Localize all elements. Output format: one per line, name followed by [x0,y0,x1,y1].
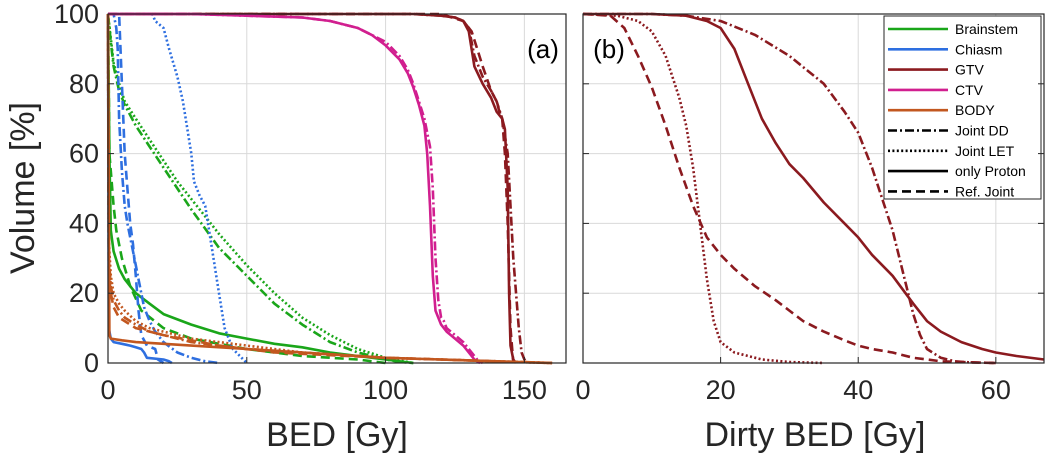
x-tick-label: 0 [575,375,590,405]
panel-b-frame [582,13,1045,364]
panel-a-y-ticks: 0 20 40 60 80 100 [54,0,114,378]
legend-entry: only Proton [888,163,1026,179]
series-line-chiasm-dashdot [108,12,220,365]
series-line-gtv-dotted [582,12,824,365]
series-line-brainstem-dashdot [106,13,414,365]
panel-a-label: (a) [527,34,559,64]
series-line-gtv-dashed [108,12,515,364]
x-tick-label: 150 [502,375,547,405]
legend: Brainstem Chiasm GTV CTV BODY Joint DD Joint L… [883,15,1042,200]
legend-label: only Proton [955,163,1026,179]
legend-entry: Brainstem [888,21,1018,37]
legend-entry: GTV [888,62,984,78]
legend-label: Joint DD [955,123,1009,139]
series-line-gtv-dashed [582,12,996,365]
series-line-body-dashed [106,13,553,365]
series-line-gtv-solid [583,12,1045,361]
series-line-brainstem-dashed [106,13,386,365]
panel-a: 0 50 100 150 0 20 40 60 80 100 (a) BED [Gy] Volu… [4,0,567,454]
legend-entry: Joint LET [888,143,1015,159]
panel-b-label: (b) [593,34,625,64]
legend-entry: CTV [888,82,984,98]
panel-a-series [106,12,553,365]
series-line-brainstem-solid [106,13,414,365]
x-tick-label: 20 [706,375,736,405]
series-line-chiasm-dotted [108,12,248,364]
legend-entries: Brainstem Chiasm GTV CTV BODY Joint DD Joint L… [888,21,1026,199]
legend-box [883,15,1042,200]
panel-b-series [582,12,1045,365]
y-tick-label: 60 [69,139,99,169]
legend-label: GTV [955,62,984,78]
x-tick-label: 60 [981,375,1011,405]
panel-b-x-ticks: 0 20 40 60 [575,357,1011,405]
x-tick-label: 100 [363,375,408,405]
panel-b: 0 20 40 60 (b) Dirty BED [Gy] Brainstem Chia… [575,12,1045,454]
legend-entry: Ref. Joint [888,183,1014,199]
x-tick-label: 40 [843,375,873,405]
series-line-chiasm-dashed [108,12,165,365]
series-line-ctv-solid [108,12,481,365]
legend-label: BODY [955,102,995,118]
series-line-gtv-dashdot [583,12,996,365]
y-tick-label: 40 [69,208,99,238]
panel-a-x-axis-title: BED [Gy] [266,416,408,454]
y-tick-label: 100 [54,0,99,29]
legend-entry: BODY [888,102,995,118]
panel-a-x-ticks: 0 50 100 150 [100,357,547,405]
legend-entry: Chiasm [888,41,1002,57]
legend-label: CTV [955,82,984,98]
panel-b-x-axis-title: Dirty BED [Gy] [704,416,925,454]
y-tick-label: 0 [84,348,99,378]
y-tick-label: 20 [69,278,99,308]
x-tick-label: 50 [232,375,262,405]
legend-entry: Joint DD [888,123,1009,139]
legend-label: Brainstem [955,21,1018,37]
panel-a-y-axis-title: Volume [%] [4,102,42,274]
legend-label: Ref. Joint [955,183,1014,199]
x-tick-label: 0 [100,375,115,405]
y-tick-label: 80 [69,69,99,99]
legend-label: Chiasm [955,41,1002,57]
legend-label: Joint LET [955,143,1015,159]
panel-a-frame [107,13,567,364]
